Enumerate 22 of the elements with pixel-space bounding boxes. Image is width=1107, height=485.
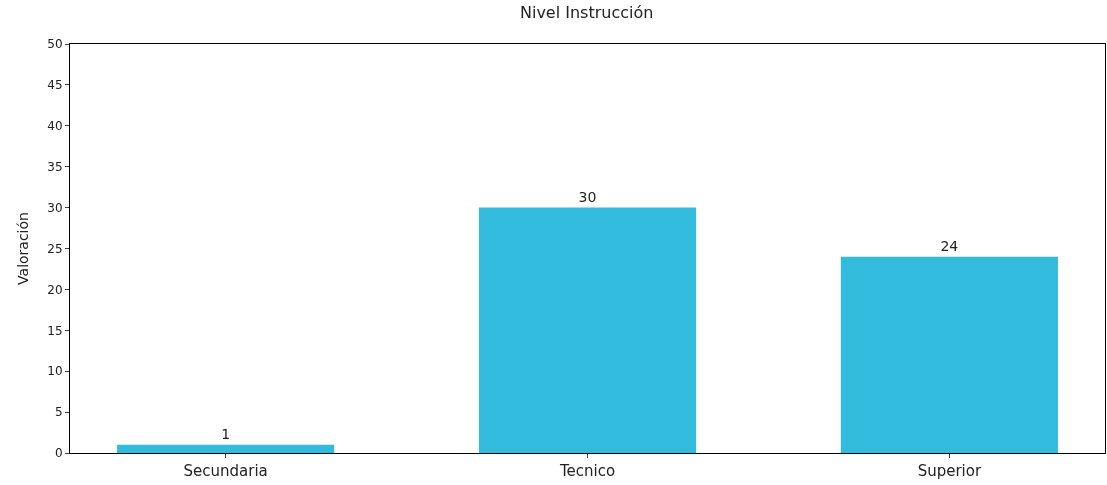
y-tick-label: 30 xyxy=(47,200,63,215)
y-tick-label: 0 xyxy=(54,446,63,461)
bar xyxy=(478,207,697,453)
y-tick-label: 10 xyxy=(47,364,63,379)
data-label: 24 xyxy=(940,237,959,254)
data-label: 30 xyxy=(578,188,597,205)
bar xyxy=(840,256,1058,453)
y-tick-label: 25 xyxy=(47,241,63,256)
y-axis-title: Valoración xyxy=(14,212,31,285)
x-tick-label: Superior xyxy=(917,462,982,480)
y-tick-label: 5 xyxy=(54,405,63,420)
chart-title: Nivel Instrucción xyxy=(520,3,654,23)
data-label: 1 xyxy=(221,425,231,442)
x-tick-label: Secundaria xyxy=(183,462,268,480)
bar xyxy=(117,444,335,453)
y-tick-label: 15 xyxy=(47,323,63,338)
y-tick-label: 45 xyxy=(47,78,63,93)
y-tick-label: 20 xyxy=(47,282,63,297)
x-tick-label: Tecnico xyxy=(558,462,616,480)
y-tick-label: 50 xyxy=(47,37,63,52)
y-tick-label: 35 xyxy=(47,159,63,174)
y-tick-label: 40 xyxy=(47,119,63,133)
